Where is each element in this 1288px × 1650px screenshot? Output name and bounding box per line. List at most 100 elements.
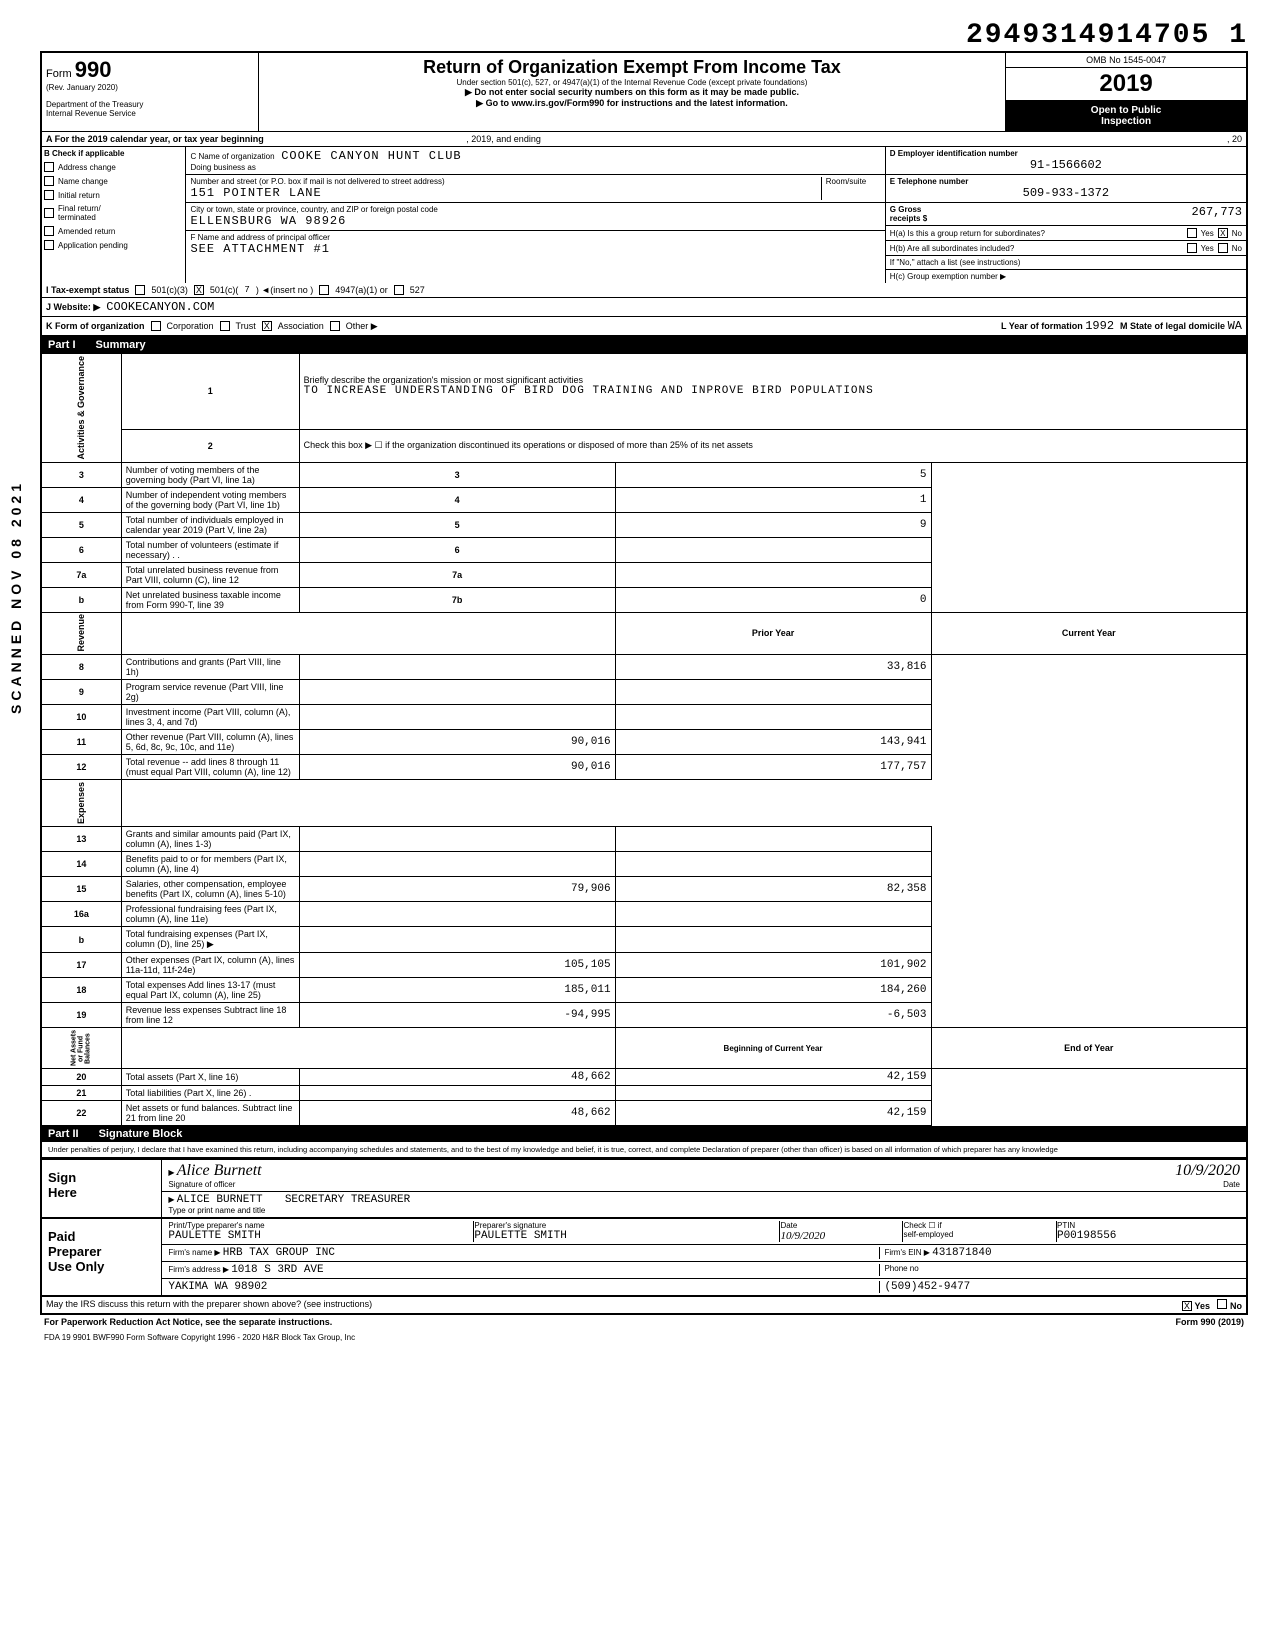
line-label: Contributions and grants (Part VIII, lin…	[121, 655, 299, 680]
opt-trust: Trust	[236, 321, 256, 331]
form-label: Form	[46, 68, 72, 80]
form-dept: Department of the Treasury Internal Reve…	[46, 100, 254, 118]
line-box: 7b	[299, 587, 615, 612]
line-label: Net assets or fund balances. Subtract li…	[121, 1101, 299, 1126]
col-current: Current Year	[931, 612, 1247, 655]
omb-number: OMB No 1545-0047	[1006, 53, 1246, 68]
street-value: 151 POINTER LANE	[190, 186, 321, 200]
prior-value	[299, 827, 615, 852]
part2-header: Part II Signature Block	[40, 1126, 1248, 1142]
ptin-label: PTIN	[1057, 1221, 1075, 1230]
year-formation: 1992	[1085, 319, 1114, 333]
firm-ein: 431871840	[932, 1247, 991, 1259]
side-revenue: Revenue	[41, 612, 121, 655]
fda-line: FDA 19 9901 BWF990 Form Software Copyrig…	[40, 1329, 1248, 1346]
checkbox[interactable]	[44, 176, 54, 186]
e-label: E Telephone number	[890, 177, 969, 186]
prior-value	[299, 852, 615, 877]
part1-header: Part I Summary	[40, 337, 1248, 353]
checkbox-label: Amended return	[58, 227, 115, 236]
checkbox[interactable]	[44, 162, 54, 172]
hc-label: H(c) Group exemption number ▶	[886, 270, 1246, 283]
corp-checkbox[interactable]	[151, 321, 161, 331]
501c3-checkbox[interactable]	[135, 285, 145, 295]
checkbox-label: Initial return	[58, 191, 100, 200]
current-value	[615, 680, 931, 705]
current-value: 101,902	[615, 953, 931, 978]
line-a-left: A For the 2019 calendar year, or tax yea…	[46, 134, 264, 144]
line-num: 8	[41, 655, 121, 680]
col-prior: Prior Year	[615, 612, 931, 655]
phone-label: Phone no	[879, 1264, 1240, 1276]
checkbox[interactable]	[44, 226, 54, 236]
assoc-checkbox[interactable]	[262, 321, 272, 331]
ha-no: No	[1232, 229, 1242, 238]
col-end: End of Year	[931, 1028, 1247, 1069]
preparer-label: Paid Preparer Use Only	[42, 1219, 162, 1295]
discuss-no-check[interactable]	[1217, 1299, 1227, 1309]
line-label: Number of independent voting members of …	[121, 487, 299, 512]
f-label: F Name and address of principal officer	[190, 233, 329, 242]
city-value: ELLENSBURG WA 98926	[190, 214, 346, 228]
trust-checkbox[interactable]	[220, 321, 230, 331]
firm-label: Firm's name ▶	[168, 1248, 220, 1257]
prior-value	[299, 680, 615, 705]
current-value	[615, 705, 931, 730]
checkbox-label: Name change	[58, 177, 108, 186]
line-num: 13	[41, 827, 121, 852]
opt-501c3: 501(c)(3)	[151, 285, 188, 295]
hb-yes: Yes	[1201, 244, 1214, 253]
sign-section: Sign Here ▶ Alice BurnettSignature of of…	[40, 1158, 1248, 1219]
line-label: Grants and similar amounts paid (Part IX…	[121, 827, 299, 852]
side-assets: Net Assets or Fund Balances	[41, 1028, 121, 1069]
current-value: -6,503	[615, 1003, 931, 1028]
street-label: Number and street (or P.O. box if mail i…	[190, 177, 444, 186]
501c-checkbox[interactable]	[194, 285, 204, 295]
discuss-yes: Yes	[1194, 1301, 1210, 1311]
row-k-label: K Form of organization	[46, 321, 145, 331]
date-label: Date	[1223, 1180, 1240, 1189]
checkbox[interactable]	[44, 190, 54, 200]
begin-value: 48,662	[299, 1101, 615, 1126]
mission-text: TO INCREASE UNDERSTANDING OF BIRD DOG TR…	[304, 385, 874, 397]
line-box: 4	[299, 487, 615, 512]
gross-receipts: 267,773	[1192, 205, 1242, 223]
checkbox[interactable]	[44, 208, 54, 218]
summary-table: Activities & Governance 1 Briefly descri…	[40, 353, 1248, 1126]
row-k: K Form of organization Corporation Trust…	[40, 317, 1248, 337]
line-label: Total number of volunteers (estimate if …	[121, 537, 299, 562]
sign-date[interactable]: 10/9/2020	[1175, 1162, 1240, 1179]
ha-label: H(a) Is this a group return for subordin…	[890, 229, 1183, 238]
sign-here-label: Sign Here	[42, 1160, 162, 1217]
officer-title: SECRETARY TREASURER	[285, 1194, 410, 1206]
irs-discuss-label: May the IRS discuss this return with the…	[46, 1299, 372, 1311]
line-num: 11	[41, 730, 121, 755]
section-b: B Check if applicable Address changeName…	[40, 147, 1248, 283]
line-num: 10	[41, 705, 121, 730]
part1-num: Part I	[48, 339, 76, 351]
line-label: Total assets (Part X, line 16)	[121, 1069, 299, 1086]
line-value: 5	[615, 462, 931, 487]
firm-addr: 1018 S 3RD AVE	[231, 1264, 323, 1276]
ha-no-check[interactable]: X	[1218, 228, 1228, 238]
527-checkbox[interactable]	[394, 285, 404, 295]
prior-value: 79,906	[299, 877, 615, 902]
prior-value	[299, 705, 615, 730]
officer-signature[interactable]: Alice Burnett	[177, 1162, 262, 1179]
line-box: 5	[299, 512, 615, 537]
line-label: Total revenue -- add lines 8 through 11 …	[121, 755, 299, 780]
checkbox[interactable]	[44, 240, 54, 250]
line-a: A For the 2019 calendar year, or tax yea…	[40, 131, 1248, 147]
line-label: Total number of individuals employed in …	[121, 512, 299, 537]
line-num: 17	[41, 953, 121, 978]
row-i: I Tax-exempt status 501(c)(3) 501(c)(7) …	[40, 283, 1248, 298]
other-checkbox[interactable]	[330, 321, 340, 331]
opt-4947: 4947(a)(1) or	[335, 285, 388, 295]
scanned-stamp: SCANNED NOV 08 2021	[8, 480, 24, 714]
current-value: 177,757	[615, 755, 931, 780]
discuss-yes-check[interactable]: X	[1182, 1301, 1192, 1311]
prior-value	[299, 902, 615, 927]
ptin-value: P00198556	[1057, 1230, 1116, 1242]
4947-checkbox[interactable]	[319, 285, 329, 295]
pdate-label: Date	[780, 1221, 797, 1230]
